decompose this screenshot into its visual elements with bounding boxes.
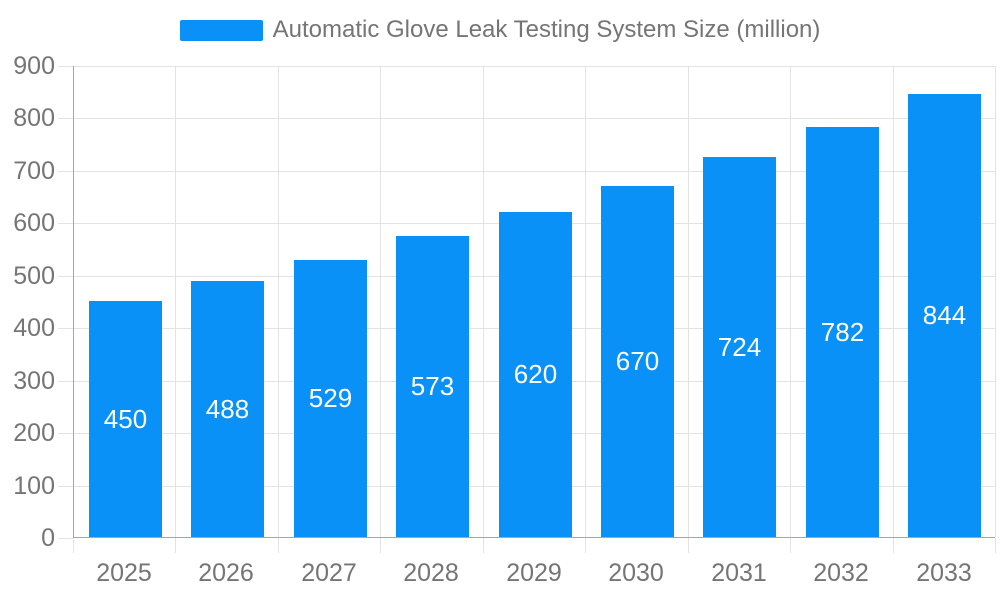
gridline-horizontal	[74, 171, 995, 172]
legend-label: Automatic Glove Leak Testing System Size…	[272, 16, 821, 43]
legend-swatch-icon	[179, 19, 263, 41]
bar-value-label: 488	[205, 393, 250, 424]
x-axis-tick	[688, 538, 689, 553]
bar-2028: 573	[396, 236, 469, 537]
bar-value-label: 450	[103, 403, 148, 434]
bar-2032: 782	[806, 127, 879, 537]
x-axis-tick	[893, 538, 894, 553]
y-axis-tick-label: 700	[13, 157, 55, 185]
x-axis-tick-label: 2028	[403, 559, 459, 587]
y-axis-tick	[58, 223, 73, 224]
gridline-horizontal	[74, 66, 995, 67]
bar-2030: 670	[601, 186, 674, 537]
x-axis-tick-label: 2030	[608, 559, 664, 587]
x-axis-tick-label: 2029	[506, 559, 562, 587]
x-axis-tick	[790, 538, 791, 553]
bar-value-label: 782	[820, 316, 865, 347]
y-axis-tick	[58, 538, 73, 539]
y-axis-tick	[58, 381, 73, 382]
bar-value-label: 529	[308, 383, 353, 413]
y-axis-tick-label: 500	[13, 262, 55, 290]
chart-legend[interactable]: Automatic Glove Leak Testing System Size…	[0, 16, 1000, 44]
x-axis-tick-label: 2026	[198, 559, 254, 587]
bar-value-label: 573	[410, 371, 455, 401]
y-axis-tick	[58, 276, 73, 277]
bar-2025: 450	[89, 301, 162, 537]
y-axis-tick-label: 400	[13, 314, 55, 342]
x-axis-tick	[73, 538, 74, 553]
gridline-vertical	[790, 66, 791, 537]
gridline-vertical	[893, 66, 894, 537]
gridline-vertical	[175, 66, 176, 537]
bar-value-label: 670	[615, 346, 660, 376]
y-axis-tick-label: 300	[13, 367, 55, 395]
y-axis-tick-label: 200	[13, 419, 55, 447]
y-axis-tick	[58, 433, 73, 434]
bar-value-label: 724	[717, 331, 762, 362]
x-axis-tick	[278, 538, 279, 553]
gridline-vertical	[585, 66, 586, 537]
y-axis-tick-label: 0	[41, 524, 55, 552]
gridline-vertical	[688, 66, 689, 537]
x-axis-tick-label: 2031	[711, 559, 767, 587]
x-axis-tick	[995, 538, 996, 553]
x-axis-tick	[585, 538, 586, 553]
gridline-vertical	[278, 66, 279, 537]
gridline-vertical	[995, 66, 996, 537]
y-axis-tick-label: 600	[13, 209, 55, 237]
x-axis-tick	[380, 538, 381, 553]
bar-value-label: 620	[513, 359, 558, 389]
y-axis-tick	[58, 171, 73, 172]
bar-value-label: 844	[922, 300, 967, 330]
gridline-vertical	[380, 66, 381, 537]
y-axis-tick-label: 800	[13, 104, 55, 132]
y-axis-tick	[58, 328, 73, 329]
bar-2029: 620	[499, 212, 572, 537]
x-axis-tick-label: 2033	[916, 559, 972, 587]
gridline-horizontal	[74, 118, 995, 119]
x-axis-tick-label: 2032	[813, 559, 869, 587]
x-axis-tick	[483, 538, 484, 553]
x-axis-tick-label: 2027	[301, 559, 357, 587]
y-axis-tick	[58, 118, 73, 119]
y-axis-tick	[58, 66, 73, 67]
x-axis-tick	[175, 538, 176, 553]
bar-2026: 488	[191, 281, 264, 537]
bar-2027: 529	[294, 260, 367, 537]
bar-2031: 724	[703, 157, 776, 537]
y-axis-tick-label: 900	[13, 52, 55, 80]
x-axis-tick-label: 2025	[96, 559, 152, 587]
plot-area: 450 488 529 573 620 670 724 782 844	[73, 66, 996, 538]
y-axis-tick-label: 100	[13, 472, 55, 500]
bar-2033: 844	[908, 94, 981, 537]
y-axis-tick	[58, 486, 73, 487]
gridline-vertical	[483, 66, 484, 537]
